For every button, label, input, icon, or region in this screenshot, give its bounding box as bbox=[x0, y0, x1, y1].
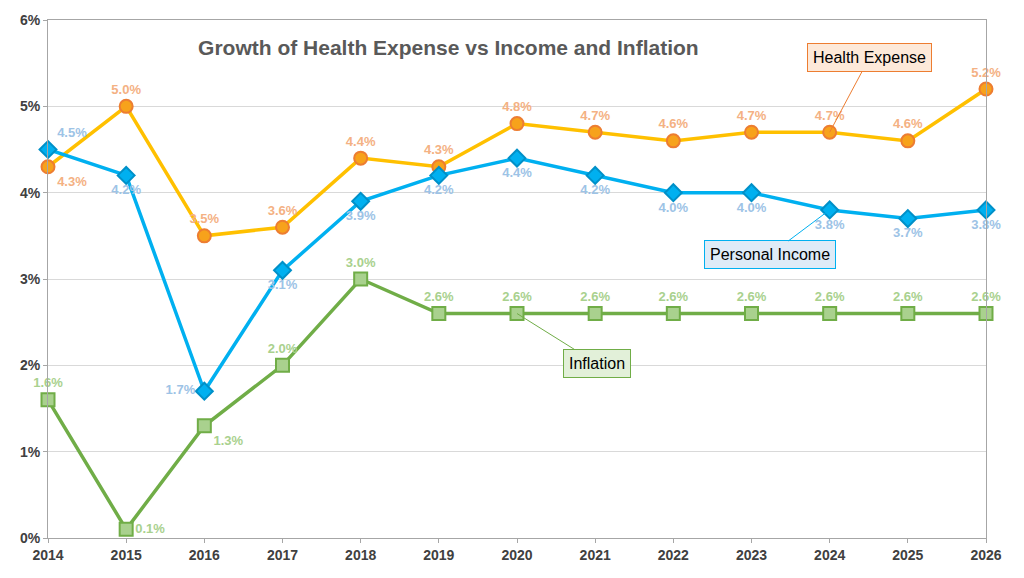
svg-text:4.0%: 4.0% bbox=[659, 200, 689, 215]
svg-text:Inflation: Inflation bbox=[569, 355, 625, 372]
svg-text:5.0%: 5.0% bbox=[111, 82, 141, 97]
svg-text:Growth of Health Expense vs In: Growth of Health Expense vs Income and I… bbox=[198, 36, 699, 59]
svg-text:4.4%: 4.4% bbox=[502, 165, 532, 180]
svg-text:4.3%: 4.3% bbox=[424, 142, 454, 157]
svg-text:2.6%: 2.6% bbox=[502, 289, 532, 304]
svg-text:1%: 1% bbox=[20, 444, 41, 460]
svg-text:2014: 2014 bbox=[32, 547, 63, 563]
svg-text:2017: 2017 bbox=[267, 547, 298, 563]
svg-text:2023: 2023 bbox=[736, 547, 767, 563]
svg-text:3.6%: 3.6% bbox=[268, 203, 298, 218]
svg-text:Personal Income: Personal Income bbox=[710, 246, 830, 263]
svg-text:4.0%: 4.0% bbox=[737, 200, 767, 215]
svg-text:3.7%: 3.7% bbox=[893, 225, 923, 240]
svg-text:2026: 2026 bbox=[970, 547, 1001, 563]
svg-text:3.8%: 3.8% bbox=[971, 217, 1001, 232]
svg-text:4.2%: 4.2% bbox=[580, 182, 610, 197]
svg-text:2.6%: 2.6% bbox=[893, 289, 923, 304]
svg-text:2019: 2019 bbox=[423, 547, 454, 563]
svg-text:4.8%: 4.8% bbox=[502, 99, 532, 114]
svg-text:2.6%: 2.6% bbox=[815, 289, 845, 304]
svg-text:4.4%: 4.4% bbox=[346, 134, 376, 149]
svg-text:2021: 2021 bbox=[580, 547, 611, 563]
svg-text:4.5%: 4.5% bbox=[57, 125, 87, 140]
svg-text:3%: 3% bbox=[20, 271, 41, 287]
svg-text:3.1%: 3.1% bbox=[268, 277, 298, 292]
svg-text:2.6%: 2.6% bbox=[424, 289, 454, 304]
svg-text:2.6%: 2.6% bbox=[737, 289, 767, 304]
svg-text:2.6%: 2.6% bbox=[580, 289, 610, 304]
svg-text:2.0%: 2.0% bbox=[268, 341, 298, 356]
svg-text:0%: 0% bbox=[20, 530, 41, 546]
svg-text:2.6%: 2.6% bbox=[659, 289, 689, 304]
svg-text:5.2%: 5.2% bbox=[971, 65, 1001, 80]
svg-text:3.8%: 3.8% bbox=[815, 217, 845, 232]
svg-text:4.7%: 4.7% bbox=[737, 108, 767, 123]
svg-text:4.2%: 4.2% bbox=[424, 182, 454, 197]
svg-text:4%: 4% bbox=[20, 185, 41, 201]
svg-text:2024: 2024 bbox=[814, 547, 845, 563]
svg-text:4.3%: 4.3% bbox=[57, 174, 87, 189]
svg-text:4.7%: 4.7% bbox=[580, 108, 610, 123]
svg-text:2018: 2018 bbox=[345, 547, 376, 563]
svg-text:3.5%: 3.5% bbox=[190, 211, 220, 226]
svg-text:0.1%: 0.1% bbox=[135, 521, 165, 536]
svg-text:2022: 2022 bbox=[658, 547, 689, 563]
svg-text:1.6%: 1.6% bbox=[33, 375, 63, 390]
svg-text:1.7%: 1.7% bbox=[166, 382, 196, 397]
svg-text:2.6%: 2.6% bbox=[971, 289, 1001, 304]
svg-text:4.7%: 4.7% bbox=[815, 108, 845, 123]
svg-text:2015: 2015 bbox=[111, 547, 142, 563]
svg-text:5%: 5% bbox=[20, 98, 41, 114]
svg-text:4.6%: 4.6% bbox=[893, 116, 923, 131]
svg-text:6%: 6% bbox=[20, 12, 41, 28]
svg-text:2016: 2016 bbox=[189, 547, 220, 563]
svg-text:3.9%: 3.9% bbox=[346, 208, 376, 223]
svg-text:2020: 2020 bbox=[501, 547, 532, 563]
svg-text:3.0%: 3.0% bbox=[346, 255, 376, 270]
svg-text:2%: 2% bbox=[20, 357, 41, 373]
svg-text:4.2%: 4.2% bbox=[111, 182, 141, 197]
svg-text:4.6%: 4.6% bbox=[659, 116, 689, 131]
svg-text:2025: 2025 bbox=[892, 547, 923, 563]
svg-text:1.3%: 1.3% bbox=[213, 433, 243, 448]
svg-text:Health Expense: Health Expense bbox=[813, 49, 926, 66]
